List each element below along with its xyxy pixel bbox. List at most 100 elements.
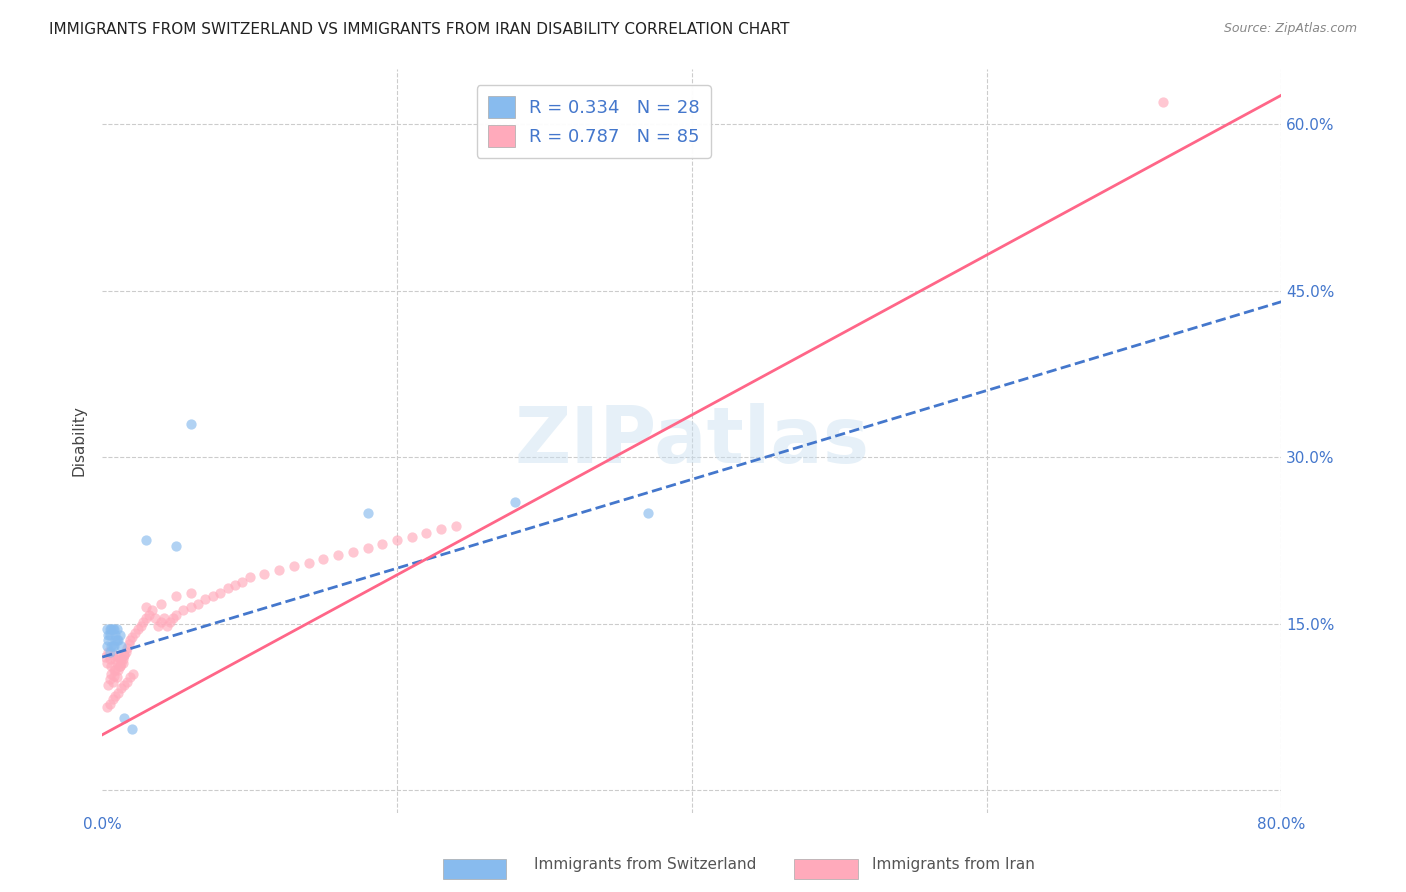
Text: Immigrants from Iran: Immigrants from Iran (872, 857, 1035, 872)
Point (104, 689, 127, 703)
Point (100, 623, 122, 637)
Text: Immigrants from Switzerland: Immigrants from Switzerland (534, 857, 756, 872)
Point (110, 652, 132, 666)
Point (253, 566, 276, 581)
Point (342, 544, 364, 558)
Point (105, 633, 128, 648)
Point (103, 664, 125, 678)
Point (96, 639, 118, 653)
Point (103, 669, 125, 683)
Point (150, 615, 173, 629)
Point (194, 592, 217, 607)
Point (124, 625, 146, 640)
Point (172, 603, 194, 617)
Point (104, 664, 127, 678)
Point (103, 623, 125, 637)
Point (135, 611, 157, 625)
Point (138, 607, 160, 622)
Text: Source: ZipAtlas.com: Source: ZipAtlas.com (1223, 22, 1357, 36)
Point (180, 600, 202, 615)
Point (326, 548, 349, 562)
Point (117, 641, 139, 656)
Point (108, 659, 131, 673)
Point (108, 628, 131, 642)
Point (401, 530, 423, 544)
Point (209, 585, 232, 599)
Point (107, 633, 129, 648)
Text: ZIPatlas: ZIPatlas (515, 402, 869, 478)
Point (101, 692, 124, 706)
Point (105, 670, 128, 684)
Point (267, 564, 290, 578)
Point (94, 650, 117, 665)
Point (187, 597, 209, 611)
Point (110, 681, 132, 695)
Point (104, 633, 127, 648)
Point (110, 656, 132, 670)
Point (101, 623, 124, 637)
Point (101, 648, 124, 662)
Point (135, 600, 157, 615)
Point (415, 525, 437, 540)
Point (122, 666, 145, 681)
Point (105, 623, 128, 637)
Y-axis label: Disability: Disability (72, 405, 86, 476)
Point (503, 494, 526, 508)
Point (217, 581, 239, 595)
Point (98, 697, 121, 711)
Point (100, 666, 122, 681)
Point (356, 506, 378, 520)
Point (121, 630, 143, 644)
Point (108, 659, 131, 673)
Point (98, 623, 121, 637)
Point (105, 656, 128, 670)
Point (114, 644, 136, 658)
Point (96, 623, 118, 637)
Point (239, 570, 262, 584)
Point (97, 628, 120, 642)
Point (98, 644, 121, 658)
Point (132, 615, 155, 629)
Point (165, 589, 187, 603)
Point (96, 656, 118, 670)
Point (104, 628, 127, 642)
Point (98, 652, 121, 666)
Point (165, 607, 187, 622)
Point (107, 650, 129, 665)
Point (1153, 95, 1175, 109)
Text: IMMIGRANTS FROM SWITZERLAND VS IMMIGRANTS FROM IRAN DISABILITY CORRELATION CHART: IMMIGRANTS FROM SWITZERLAND VS IMMIGRANT… (49, 22, 790, 37)
Point (112, 678, 135, 692)
Point (97, 633, 120, 648)
Point (107, 685, 129, 699)
Point (143, 611, 166, 625)
Point (112, 648, 135, 662)
Legend: R = 0.334   N = 28, R = 0.787   N = 85: R = 0.334 N = 28, R = 0.787 N = 85 (477, 85, 710, 158)
Point (444, 519, 467, 533)
Point (156, 619, 179, 633)
Point (356, 541, 378, 556)
Point (201, 589, 224, 603)
Point (107, 664, 129, 678)
Point (127, 623, 149, 637)
Point (96, 700, 118, 714)
Point (129, 619, 152, 633)
Point (283, 559, 305, 574)
Point (117, 674, 139, 689)
Point (118, 637, 141, 651)
Point (135, 533, 157, 548)
Point (101, 639, 124, 653)
Point (98, 673, 121, 687)
Point (430, 522, 453, 536)
Point (150, 597, 173, 611)
Point (180, 585, 202, 599)
Point (121, 723, 143, 737)
Point (101, 674, 124, 689)
Point (312, 552, 335, 566)
Point (110, 639, 132, 653)
Point (148, 619, 170, 633)
Point (120, 633, 142, 648)
Point (104, 652, 127, 666)
Point (141, 603, 163, 617)
Point (297, 556, 319, 570)
Point (103, 639, 125, 653)
